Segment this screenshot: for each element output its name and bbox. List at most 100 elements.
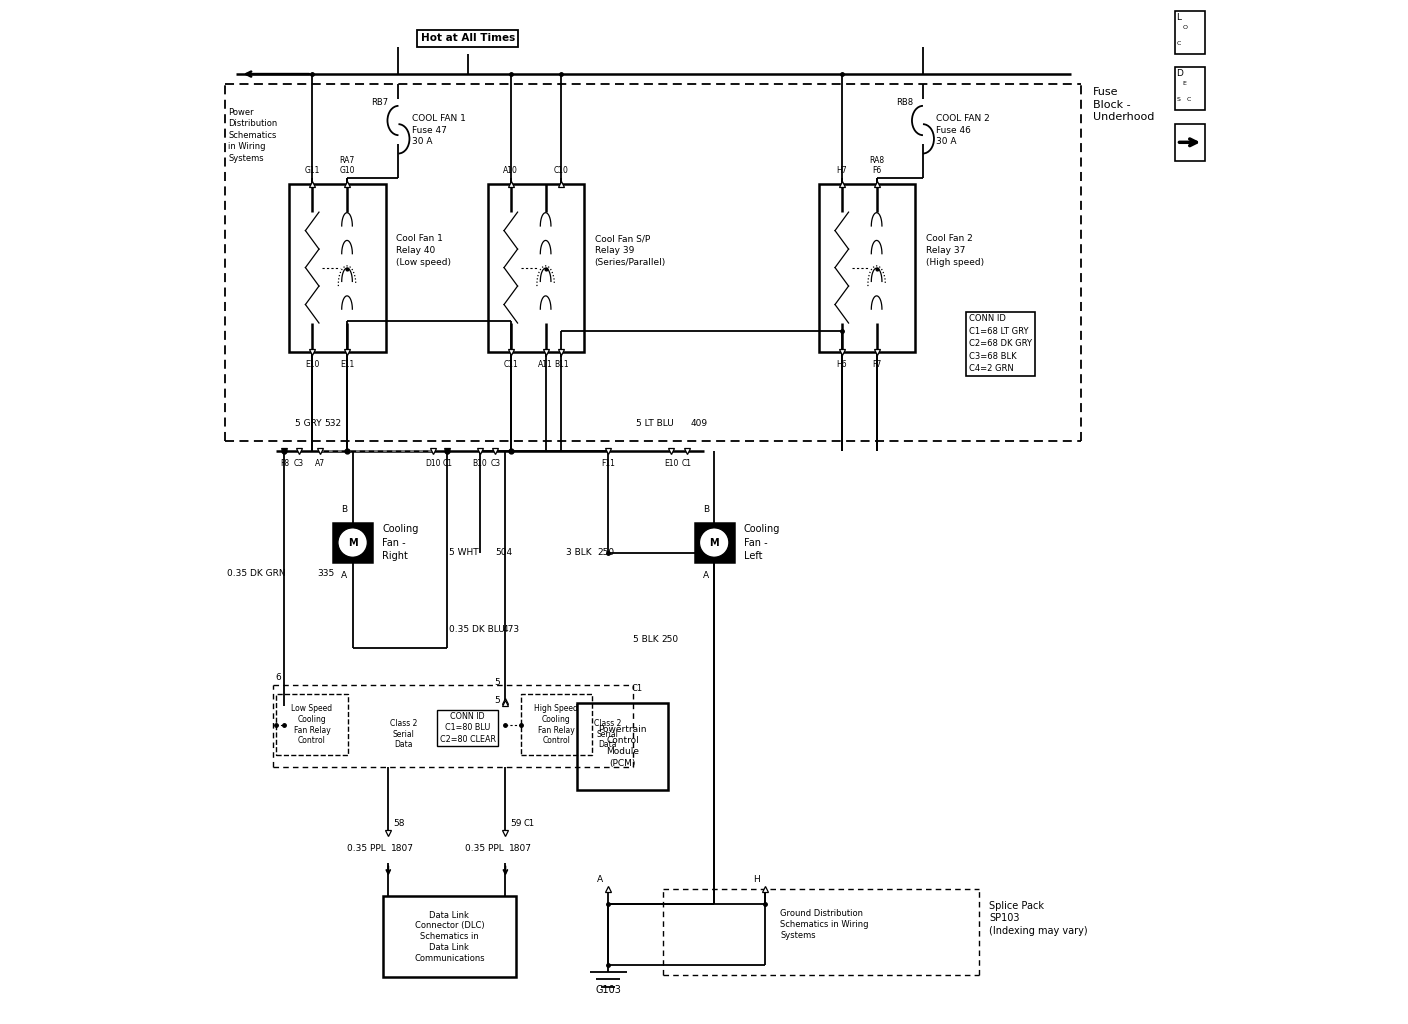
- Text: 532: 532: [324, 420, 341, 428]
- Text: B10: B10: [473, 459, 487, 468]
- Text: Power
Distribution
Schematics
in Wiring
Systems: Power Distribution Schematics in Wiring …: [228, 108, 277, 163]
- Text: C1: C1: [632, 684, 643, 693]
- Bar: [1174, 67, 1205, 110]
- Text: A: A: [703, 571, 710, 580]
- Text: C10: C10: [553, 167, 569, 175]
- Text: C1: C1: [524, 819, 535, 827]
- Text: High Speed
Cooling
Fan Relay
Control: High Speed Cooling Fan Relay Control: [535, 705, 579, 745]
- Bar: [521, 694, 591, 756]
- Text: Cool Fan 2
Relay 37
(High speed): Cool Fan 2 Relay 37 (High speed): [925, 234, 984, 267]
- Text: A7: A7: [315, 459, 325, 468]
- Text: B11: B11: [553, 359, 569, 369]
- Bar: [383, 896, 515, 978]
- Bar: [276, 694, 348, 756]
- Bar: [1174, 11, 1205, 53]
- Text: B: B: [703, 505, 710, 514]
- Bar: [334, 523, 372, 562]
- Text: Cool Fan S/P
Relay 39
(Series/Parallel): Cool Fan S/P Relay 39 (Series/Parallel): [594, 234, 666, 267]
- Text: 0.35 DK GRN: 0.35 DK GRN: [227, 568, 286, 578]
- Text: 5: 5: [494, 696, 500, 705]
- Text: RA8
F6: RA8 F6: [869, 156, 884, 175]
- Text: 1807: 1807: [508, 844, 531, 853]
- Text: G103: G103: [596, 984, 621, 994]
- Text: COOL FAN 1
Fuse 47
30 A: COOL FAN 1 Fuse 47 30 A: [411, 114, 466, 146]
- Text: RA7
G10: RA7 G10: [339, 156, 355, 175]
- Text: O: O: [1183, 26, 1188, 31]
- Text: H6: H6: [836, 359, 848, 369]
- Text: A: A: [597, 874, 603, 884]
- Text: Fuse
Block -
Underhood: Fuse Block - Underhood: [1093, 87, 1155, 122]
- Text: S: S: [1177, 96, 1180, 101]
- Text: 335: 335: [317, 568, 334, 578]
- Text: F8: F8: [280, 459, 289, 468]
- Bar: [289, 183, 386, 351]
- Text: F7: F7: [872, 359, 881, 369]
- Text: C: C: [1187, 96, 1191, 101]
- Text: 409: 409: [691, 420, 708, 428]
- Text: COOL FAN 2
Fuse 46
30 A: COOL FAN 2 Fuse 46 30 A: [936, 114, 990, 146]
- Text: 5 GRY: 5 GRY: [296, 420, 322, 428]
- Text: 5 BLK: 5 BLK: [632, 635, 658, 644]
- Text: A11: A11: [538, 359, 553, 369]
- Text: 0.35 PPL: 0.35 PPL: [348, 844, 386, 853]
- Text: D10: D10: [425, 459, 441, 468]
- Text: L: L: [1177, 13, 1181, 23]
- Text: 3 BLK: 3 BLK: [566, 548, 591, 557]
- Circle shape: [700, 527, 729, 557]
- Text: Powertrain
Control
Module
(PCM): Powertrain Control Module (PCM): [598, 725, 646, 768]
- Text: 473: 473: [503, 625, 520, 634]
- Text: CONN ID
C1=68 LT GRY
C2=68 DK GRY
C3=68 BLK
C4=2 GRN: CONN ID C1=68 LT GRY C2=68 DK GRY C3=68 …: [969, 314, 1032, 374]
- Text: C1: C1: [442, 459, 452, 468]
- Text: 5 WHT: 5 WHT: [449, 548, 479, 557]
- Text: 5 LT BLU: 5 LT BLU: [635, 420, 673, 428]
- Text: 0.35 DK BLU: 0.35 DK BLU: [449, 625, 505, 634]
- Bar: [1174, 124, 1205, 161]
- Text: 250: 250: [662, 635, 679, 644]
- Text: 1807: 1807: [391, 844, 414, 853]
- Text: 5: 5: [494, 678, 500, 687]
- Text: M: M: [348, 538, 358, 548]
- Text: E11: E11: [339, 359, 355, 369]
- Text: D: D: [1177, 69, 1184, 78]
- Text: H: H: [753, 874, 760, 884]
- Text: Cooling
Fan -
Left: Cooling Fan - Left: [743, 524, 780, 561]
- Text: F11: F11: [601, 459, 615, 468]
- Text: C3: C3: [490, 459, 500, 468]
- Text: Data Link
Connector (DLC)
Schematics in
Data Link
Communications: Data Link Connector (DLC) Schematics in …: [414, 910, 484, 963]
- Text: E10: E10: [306, 359, 320, 369]
- Bar: [577, 702, 669, 790]
- Text: 6: 6: [276, 673, 282, 682]
- Text: RB7: RB7: [372, 98, 389, 108]
- Text: C: C: [1177, 41, 1181, 45]
- Bar: [487, 183, 584, 351]
- Text: M: M: [710, 538, 719, 548]
- Text: Cool Fan 1
Relay 40
(Low speed): Cool Fan 1 Relay 40 (Low speed): [396, 234, 451, 267]
- Text: Splice Pack
SP103
(Indexing may vary): Splice Pack SP103 (Indexing may vary): [990, 901, 1088, 936]
- Text: 0.35 PPL: 0.35 PPL: [465, 844, 504, 853]
- Text: H7: H7: [836, 167, 848, 175]
- Text: Class 2
Serial
Data: Class 2 Serial Data: [594, 719, 621, 750]
- Text: Low Speed
Cooling
Fan Relay
Control: Low Speed Cooling Fan Relay Control: [291, 705, 332, 745]
- Text: CONN ID
C1=80 BLU
C2=80 CLEAR: CONN ID C1=80 BLU C2=80 CLEAR: [439, 712, 496, 743]
- Text: C1: C1: [681, 459, 691, 468]
- Text: Hot at All Times: Hot at All Times: [421, 34, 515, 43]
- Bar: [694, 523, 734, 562]
- Text: Class 2
Serial
Data: Class 2 Serial Data: [390, 719, 417, 750]
- Text: G11: G11: [304, 167, 320, 175]
- Text: Ground Distribution
Schematics in Wiring
Systems: Ground Distribution Schematics in Wiring…: [780, 909, 869, 940]
- Text: 504: 504: [496, 548, 513, 557]
- Text: Cooling
Fan -
Right: Cooling Fan - Right: [382, 524, 418, 561]
- Text: 250: 250: [597, 548, 614, 557]
- Circle shape: [338, 527, 367, 557]
- Text: A: A: [341, 571, 348, 580]
- Text: 59: 59: [511, 819, 522, 827]
- Text: C3: C3: [294, 459, 304, 468]
- Text: A10: A10: [504, 167, 518, 175]
- Bar: [818, 183, 915, 351]
- Text: E: E: [1183, 81, 1187, 86]
- Text: RB8: RB8: [895, 98, 912, 108]
- Text: B: B: [341, 505, 348, 514]
- Text: 58: 58: [393, 819, 406, 827]
- Text: C11: C11: [504, 359, 518, 369]
- Text: E10: E10: [665, 459, 679, 468]
